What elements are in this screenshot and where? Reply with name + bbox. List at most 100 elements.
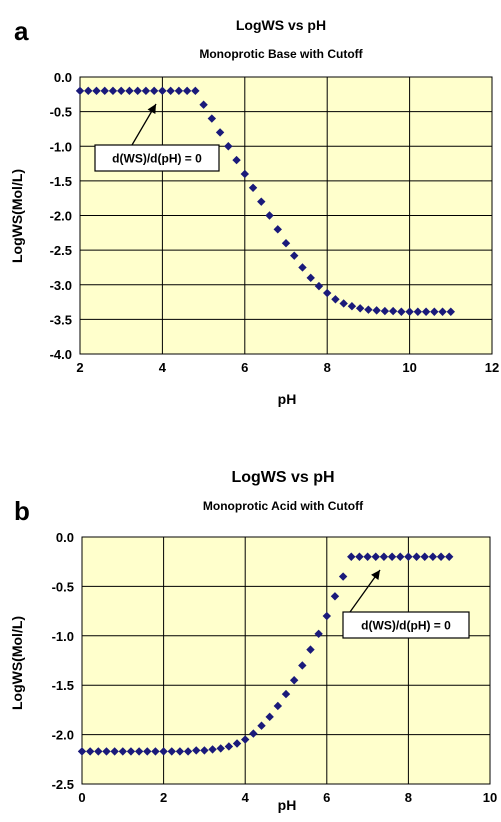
data-point (355, 304, 365, 313)
data-point (175, 747, 185, 756)
data-point (182, 86, 192, 96)
data-point (167, 747, 176, 756)
chart-b-y-axis-label: LogWS(Mol/L) (9, 616, 25, 710)
y-tick-label: -0.5 (52, 579, 74, 594)
x-tick-label: 10 (402, 360, 416, 375)
chart-a-x-axis-label: pH (278, 391, 297, 407)
data-point (232, 155, 241, 165)
data-point (207, 114, 217, 123)
y-tick-label: -2.5 (50, 243, 72, 258)
x-tick-label: 4 (242, 790, 250, 805)
data-point (200, 746, 209, 755)
y-tick-label: -2.0 (52, 728, 74, 743)
data-point (306, 273, 315, 283)
data-point (158, 86, 167, 96)
data-point (281, 689, 291, 699)
x-tick-label: 4 (159, 360, 167, 375)
panel-letter-b: b (14, 496, 30, 526)
data-point (322, 611, 331, 621)
annotation-box (94, 144, 220, 172)
data-point (208, 745, 217, 754)
data-point (166, 86, 175, 96)
data-point (143, 747, 152, 756)
data-point (191, 86, 200, 96)
arrow-head-icon (147, 104, 156, 115)
data-point (331, 295, 340, 304)
data-point (149, 86, 159, 96)
y-tick-label: -1.5 (50, 174, 72, 189)
data-point (102, 747, 111, 756)
chart-a-title: LogWS vs pH (236, 17, 326, 33)
data-point (289, 676, 299, 685)
data-point (117, 86, 126, 96)
y-tick-label: -1.5 (52, 678, 74, 693)
data-point (347, 302, 357, 311)
data-point (372, 306, 381, 315)
annotation-text: d(WS)/d(pH) = 0 (361, 619, 451, 633)
x-tick-label: 8 (324, 360, 331, 375)
data-point (364, 305, 373, 314)
arrow-head-icon (371, 570, 380, 580)
chart-b-x-axis-label: pH (278, 797, 297, 813)
chart-b-title: LogWS vs pH (231, 469, 334, 486)
chart-panel-a: a LogWS vs pH Monoprotic Base with Cutof… (9, 16, 499, 407)
data-point (446, 307, 455, 316)
x-tick-label: 6 (241, 360, 248, 375)
data-point (192, 746, 201, 755)
data-point (428, 552, 438, 561)
y-tick-label: -4.0 (50, 347, 72, 362)
data-point (108, 86, 118, 96)
data-point (94, 747, 103, 756)
data-point (438, 307, 447, 316)
x-tick-label: 2 (160, 790, 167, 805)
y-tick-label: -0.5 (50, 105, 72, 120)
data-point (216, 744, 225, 753)
y-tick-label: -2.5 (52, 777, 74, 792)
plot-background (81, 536, 491, 785)
data-point (323, 288, 332, 298)
data-point (330, 592, 340, 601)
chart-a-plot-area: 2 4 6 8 10 12 0.0 -0.5 -1.0 -1.5 -2.0 -2.5 -3.0 -3.5 -… (50, 70, 500, 375)
data-point (388, 306, 398, 316)
chart-a-y-axis-label: LogWS(Mol/L) (9, 169, 25, 263)
data-point (85, 747, 95, 756)
data-point (265, 211, 274, 220)
annotation-box (342, 611, 470, 639)
data-point (100, 86, 109, 96)
data-point (387, 552, 397, 561)
annotation: d(WS)/d(pH) = 0 (94, 103, 220, 172)
y-tick-label: -2.0 (50, 209, 72, 224)
y-tick-label: -3.0 (50, 278, 72, 293)
data-point (84, 86, 93, 96)
data-point (363, 552, 372, 561)
panel-letter-a: a (14, 16, 29, 46)
x-tick-label: 12 (485, 360, 499, 375)
data-point (199, 100, 208, 109)
data-point (141, 86, 151, 96)
data-point (133, 86, 142, 96)
data-point (273, 225, 282, 234)
data-point (183, 747, 193, 756)
data-point (273, 701, 283, 711)
data-point (339, 299, 348, 308)
data-point (257, 197, 266, 206)
data-point (257, 721, 266, 730)
data-point (265, 712, 274, 722)
data-point (314, 281, 324, 291)
y-tick-label: 0.0 (56, 530, 74, 545)
data-point (430, 307, 439, 316)
chart-b-plot-area: 0 2 4 6 8 10 0.0 -0.5 -1.0 -1.5 -2.0 -2.5 d(WS)/d(pH… (52, 530, 498, 805)
data-point (232, 739, 242, 748)
data-point (314, 629, 323, 639)
data-point (405, 307, 414, 316)
data-point (420, 552, 429, 561)
data-point (281, 239, 291, 248)
data-point (421, 307, 431, 316)
chart-panel-b: b LogWS vs pH Monoprotic Acid with Cutof… (9, 469, 497, 813)
data-point (371, 552, 380, 561)
annotation-text: d(WS)/d(pH) = 0 (112, 152, 202, 166)
data-point (298, 263, 307, 272)
data-point (445, 552, 454, 561)
data-point (110, 747, 119, 756)
